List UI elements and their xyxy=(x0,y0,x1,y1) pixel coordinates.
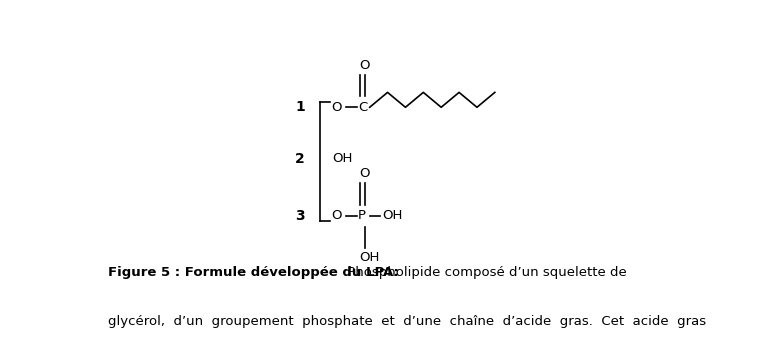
Text: 2: 2 xyxy=(295,152,305,166)
Text: 3: 3 xyxy=(295,209,305,223)
Text: OH: OH xyxy=(360,251,380,264)
Text: C: C xyxy=(358,101,367,114)
Text: O: O xyxy=(360,59,370,72)
Text: O: O xyxy=(331,101,342,114)
Text: O: O xyxy=(331,209,342,222)
Text: 1: 1 xyxy=(295,100,305,114)
Text: Figure 5 : Formule développée du LPA:: Figure 5 : Formule développée du LPA: xyxy=(108,266,399,279)
Text: P: P xyxy=(358,209,366,222)
Text: OH: OH xyxy=(382,209,402,222)
Text: Phospholipide composé d’un squelette de: Phospholipide composé d’un squelette de xyxy=(344,266,628,279)
Text: O: O xyxy=(360,167,370,180)
Text: glycérol,  d’un  groupement  phosphate  et  d’une  chaîne  d’acide  gras.  Cet  : glycérol, d’un groupement phosphate et d… xyxy=(108,315,706,328)
Text: OH: OH xyxy=(332,152,352,165)
